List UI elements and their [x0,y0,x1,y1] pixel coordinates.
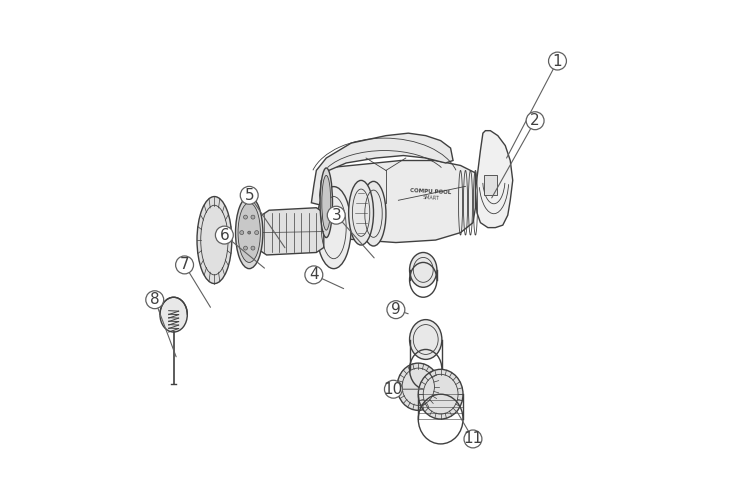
Circle shape [387,300,405,318]
Ellipse shape [244,246,247,250]
Text: 8: 8 [150,292,159,307]
Polygon shape [475,130,513,228]
Circle shape [215,226,233,244]
Ellipse shape [240,230,244,234]
Text: 5: 5 [244,188,254,203]
Ellipse shape [361,182,386,246]
Bar [484,176,497,196]
Ellipse shape [397,363,439,410]
Ellipse shape [244,215,247,219]
Ellipse shape [247,231,250,234]
Ellipse shape [322,176,331,230]
Ellipse shape [235,196,263,268]
Circle shape [176,256,193,274]
Ellipse shape [349,180,374,245]
Ellipse shape [320,168,332,237]
Polygon shape [311,133,453,205]
Ellipse shape [238,203,260,262]
Ellipse shape [317,186,351,268]
Ellipse shape [197,196,232,284]
Circle shape [464,430,482,448]
Ellipse shape [160,297,187,332]
Text: 11: 11 [463,432,483,446]
Circle shape [146,291,164,308]
Text: 9: 9 [391,302,401,317]
Circle shape [384,380,402,398]
Text: 6: 6 [220,228,229,242]
Circle shape [548,52,566,70]
Text: 4: 4 [309,268,319,282]
Ellipse shape [251,246,255,250]
Circle shape [327,206,345,224]
Polygon shape [259,208,324,255]
Text: 3: 3 [332,208,341,222]
Circle shape [240,186,258,204]
Circle shape [305,266,323,284]
Ellipse shape [251,215,255,219]
Ellipse shape [255,230,259,234]
Polygon shape [326,160,475,242]
Circle shape [526,112,544,130]
Text: 10: 10 [384,382,403,396]
Ellipse shape [418,370,463,419]
Ellipse shape [410,252,437,288]
Text: 7: 7 [180,258,190,272]
Ellipse shape [410,320,442,360]
Text: SMART: SMART [422,195,439,200]
Text: COMPU POOL: COMPU POOL [410,188,451,196]
Text: 1: 1 [553,54,562,68]
Text: 2: 2 [530,113,540,128]
